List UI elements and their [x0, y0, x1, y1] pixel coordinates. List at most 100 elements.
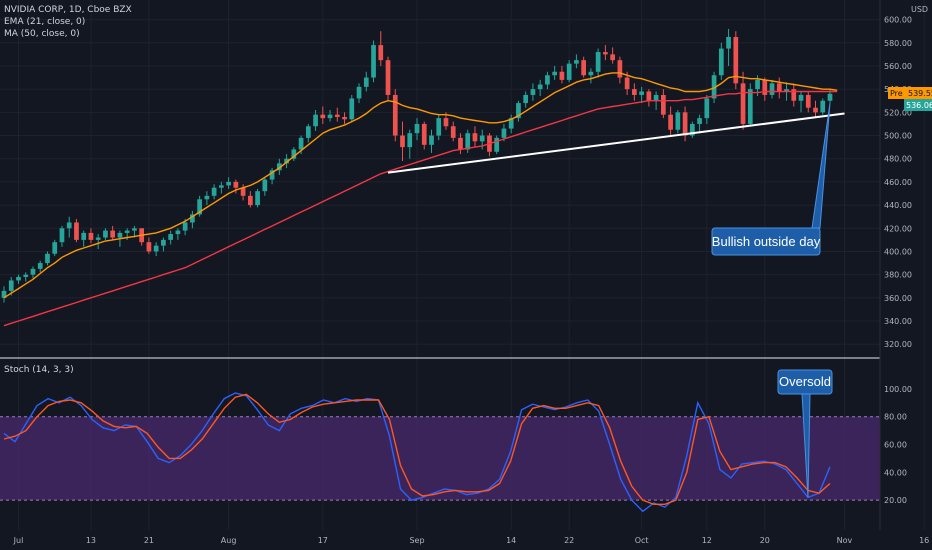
candle-body	[653, 94, 659, 101]
stoch-tick-label: 80.00	[884, 413, 907, 422]
candle-body	[450, 126, 456, 138]
time-tick-label: 22	[564, 536, 574, 545]
candle	[320, 106, 326, 124]
candle	[675, 110, 681, 134]
candle	[776, 77, 782, 99]
candle-body	[675, 112, 681, 130]
candle	[682, 106, 688, 142]
candle-body	[755, 79, 760, 90]
candle-body	[552, 71, 558, 76]
candle	[23, 272, 29, 282]
candle	[697, 114, 702, 134]
axes: 320.00 340.00 360.00 380.00 400.00 420.00 440.…	[13, 16, 930, 545]
candle-body	[639, 91, 644, 95]
candle	[95, 234, 101, 250]
candle-body	[718, 48, 724, 76]
candle	[798, 91, 804, 113]
candle-body	[827, 93, 833, 101]
candle	[233, 179, 239, 194]
candle-body	[776, 83, 782, 92]
candle	[146, 237, 152, 254]
candle	[421, 121, 427, 150]
candle	[88, 228, 94, 244]
candle	[313, 110, 318, 131]
candle	[660, 89, 666, 119]
candle	[508, 114, 514, 134]
candle-body	[320, 114, 326, 119]
candle-body	[211, 187, 217, 196]
time-tick-label: 17	[318, 536, 328, 545]
candle	[718, 42, 724, 80]
candle	[516, 100, 521, 122]
candle-body	[465, 133, 471, 150]
bullish-callout-box	[711, 227, 821, 256]
candle-body	[443, 118, 449, 127]
candle	[327, 110, 333, 122]
candle	[226, 177, 231, 189]
candle	[617, 56, 623, 84]
candle-body	[805, 94, 811, 108]
ema-line	[3, 72, 838, 299]
candle	[639, 86, 644, 104]
candle	[219, 181, 224, 194]
stoch-band	[0, 416, 880, 501]
candle	[545, 71, 550, 90]
price-tick-label: 500.00	[884, 132, 912, 141]
candle	[588, 68, 594, 84]
time-tick-label: 21	[144, 536, 154, 545]
candle-body	[516, 103, 521, 119]
time-tick-label: Nov	[837, 536, 853, 545]
candle	[733, 31, 739, 90]
price-tick-label: 400.00	[884, 247, 912, 256]
stoch-k-line	[3, 392, 831, 513]
candle-body	[704, 98, 710, 119]
candle-body	[349, 98, 355, 120]
candle-body	[37, 263, 43, 269]
price-tick-label: 580.00	[884, 39, 912, 48]
candle-body	[161, 239, 166, 246]
ma-legend: MA (50, close, 0)	[4, 29, 80, 39]
candle	[342, 112, 347, 124]
candle-body	[175, 230, 181, 235]
candle	[240, 184, 246, 201]
candle	[103, 228, 108, 240]
candle	[385, 56, 391, 101]
candle-body	[740, 83, 746, 124]
candle	[762, 77, 768, 101]
candle-body	[182, 222, 188, 231]
candle-body	[530, 89, 536, 95]
candle	[371, 40, 376, 83]
candle-body	[566, 63, 572, 80]
candles	[1, 28, 833, 303]
candle	[552, 65, 558, 80]
time-tick-label: Oct	[635, 536, 649, 545]
candle-body	[646, 91, 652, 101]
time-tick-label: Jul	[13, 536, 24, 545]
candle	[813, 100, 818, 119]
candle	[153, 242, 159, 257]
candle	[262, 177, 268, 196]
time-tick-label: Aug	[221, 536, 237, 545]
candle-body	[204, 195, 210, 200]
candle-body	[595, 52, 601, 72]
candle	[291, 147, 297, 162]
candle	[632, 83, 637, 101]
support-trendline	[387, 112, 845, 174]
candle-body	[508, 118, 514, 129]
oversold-callout-text: Oversold	[779, 374, 831, 389]
candle	[392, 89, 398, 142]
price-tick-label: 440.00	[884, 201, 912, 210]
stoch-legend: Stoch (14, 3, 3)	[4, 365, 74, 375]
candle	[197, 195, 202, 217]
candle	[429, 129, 434, 153]
candle-body	[88, 232, 94, 240]
candle	[190, 210, 195, 229]
candle	[284, 154, 289, 168]
candle	[530, 83, 536, 101]
candle	[747, 83, 753, 127]
candle-body	[153, 245, 159, 252]
candle-body	[660, 94, 666, 115]
candle	[349, 94, 355, 122]
time-tick-label: Sep	[409, 536, 424, 545]
